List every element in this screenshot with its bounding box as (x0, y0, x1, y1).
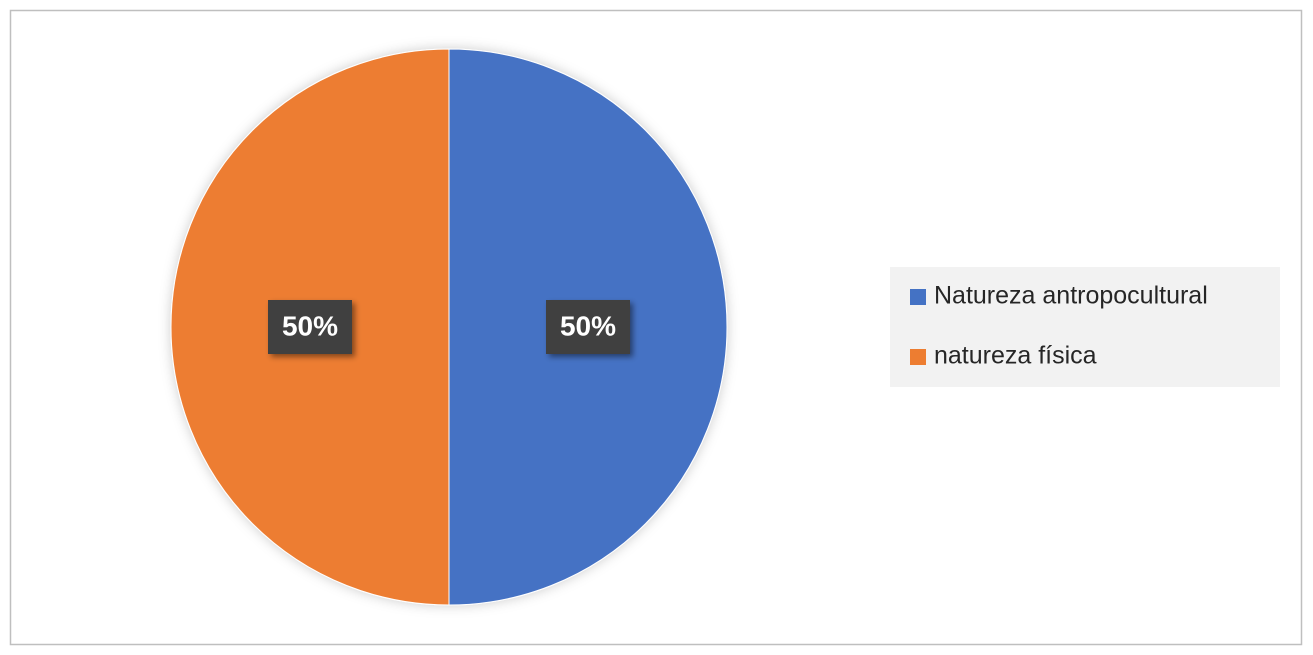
value-label: 50% (282, 310, 338, 341)
value-label: 50% (560, 310, 616, 341)
pie (170, 48, 728, 606)
value-label-box (546, 300, 630, 354)
value-label-box (268, 300, 352, 354)
legend: Natureza antropocultural natureza física (890, 267, 1280, 387)
legend-label: natureza física (934, 342, 1097, 370)
legend-label: Natureza antropocultural (934, 282, 1208, 310)
legend-box (890, 267, 1280, 387)
legend-swatch (910, 289, 926, 305)
legend-swatch (910, 349, 926, 365)
value-labels: 50% 50% (268, 300, 630, 354)
